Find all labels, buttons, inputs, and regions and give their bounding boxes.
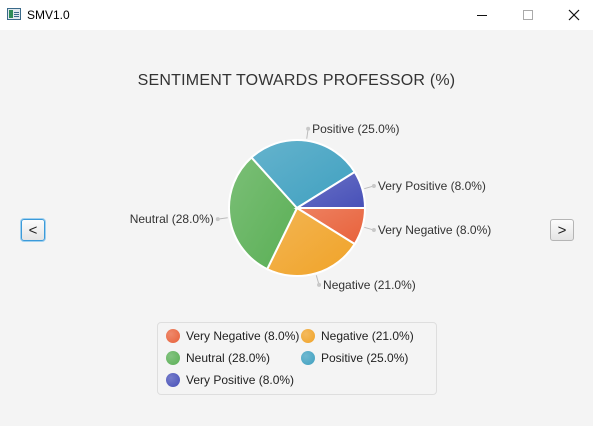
window-title: SMV1.0 <box>27 8 70 22</box>
main-content: SENTIMENT TOWARDS PROFESSOR (%) Very Neg… <box>0 30 593 426</box>
legend-label: Neutral (28.0%) <box>186 351 271 365</box>
legend-item-very-negative: Very Negative (8.0%) <box>166 329 299 343</box>
close-icon <box>568 9 580 21</box>
maximize-icon <box>523 10 533 20</box>
legend-label: Very Negative (8.0%) <box>186 329 300 343</box>
chart-legend: Very Negative (8.0%) Negative (21.0%) Neut… <box>157 322 437 395</box>
pie-label-marker <box>306 126 311 131</box>
legend-swatch <box>166 351 180 365</box>
pie-chart: Very Negative (8.0%) Negative (21.0%) Neut… <box>130 122 492 292</box>
next-chart-button[interactable]: > <box>550 219 574 241</box>
maximize-button[interactable] <box>505 0 551 30</box>
chart-title: SENTIMENT TOWARDS PROFESSOR (%) <box>137 72 456 89</box>
legend-swatch <box>301 329 315 343</box>
legend-label: Positive (25.0%) <box>321 351 409 365</box>
legend-swatch <box>166 373 180 387</box>
app-icon <box>7 8 21 20</box>
close-button[interactable] <box>551 0 593 30</box>
minimize-icon <box>477 14 487 16</box>
pie-slice-neutral <box>228 156 299 271</box>
pie-label-neutral: Neutral (28.0%) <box>130 212 214 226</box>
legend-item-negative: Negative (21.0%) <box>301 329 414 343</box>
pie-label-negative: Negative (21.0%) <box>323 278 416 292</box>
legend-item-neutral: Neutral (28.0%) <box>166 351 270 365</box>
pie-label-marker <box>371 228 376 233</box>
legend-label: Very Positive (8.0%) <box>186 373 295 387</box>
pie-slice-very-positive <box>293 170 367 209</box>
pie-slice-positive <box>250 139 357 210</box>
legend-swatch <box>301 351 315 365</box>
pie-label-marker <box>215 217 220 222</box>
title-bar: SMV1.0 <box>0 0 593 30</box>
legend-item-very-positive: Very Positive (8.0%) <box>166 373 294 387</box>
pie-label-positive: Positive (25.0%) <box>312 122 399 136</box>
pie-label-marker <box>317 282 322 287</box>
previous-chart-button[interactable]: < <box>21 219 45 241</box>
minimize-button[interactable] <box>459 0 505 30</box>
pie-label-marker <box>371 183 376 188</box>
legend-item-positive: Positive (25.0%) <box>301 351 408 365</box>
legend-label: Negative (21.0%) <box>321 329 414 343</box>
pie-label-very-negative: Very Negative (8.0%) <box>378 223 491 237</box>
legend-swatch <box>166 329 180 343</box>
pie-label-very-positive: Very Positive (8.0%) <box>378 179 486 193</box>
